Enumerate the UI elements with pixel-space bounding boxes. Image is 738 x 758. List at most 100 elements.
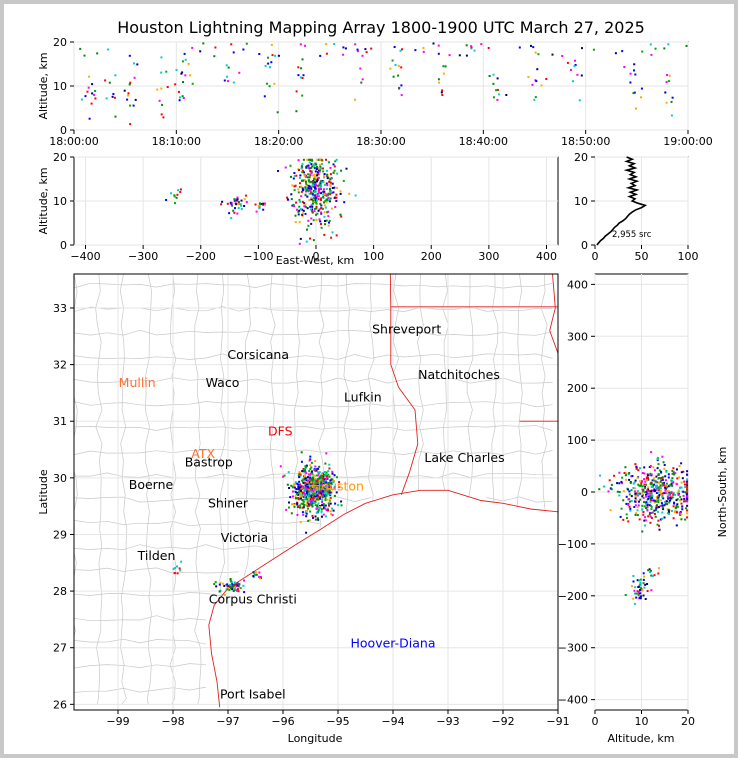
ew-height-source	[262, 208, 265, 211]
ns-height-source	[683, 480, 686, 483]
ns-height-source	[680, 498, 683, 501]
plan-view-source	[310, 461, 313, 464]
time-height-source	[393, 46, 396, 48]
ns-height-source	[643, 586, 646, 589]
county-line	[74, 567, 240, 574]
time-height-source	[88, 117, 91, 120]
time-height-source	[399, 49, 402, 52]
time-height-source	[107, 48, 110, 51]
plan-view-source	[311, 491, 313, 494]
plan-view-source	[299, 475, 302, 478]
ns-height-source	[641, 508, 644, 511]
time-height-source	[304, 44, 306, 47]
time-height-source	[551, 53, 554, 56]
ew-height-source	[298, 205, 301, 208]
time-height-source	[160, 113, 163, 116]
ew-height-source	[324, 199, 327, 202]
ew-height-source	[302, 209, 305, 212]
plan-view-source	[314, 474, 317, 477]
county-line	[74, 329, 553, 336]
ns-height-source	[647, 477, 649, 479]
plan-view-source	[316, 483, 319, 486]
ns-height-source	[659, 487, 662, 490]
ew-height-source	[286, 196, 289, 199]
time-height-source	[665, 101, 668, 104]
county-line	[270, 274, 276, 560]
plan-view-source	[279, 465, 282, 468]
plan-view-source	[293, 503, 296, 505]
plan-view-source	[315, 474, 318, 477]
ns-height-source	[674, 493, 676, 496]
plan-view-source	[324, 471, 326, 473]
ew-height-source	[298, 169, 300, 171]
ns-height-source	[636, 509, 639, 512]
altitude-axis-tick-label: 20	[53, 151, 67, 164]
altitude-axis-tick-label: 0	[581, 239, 588, 252]
ns-height-source	[644, 524, 647, 527]
plan-view-source	[314, 490, 317, 493]
ns-axis-tick-label: −100	[558, 538, 588, 551]
ew-height-source	[327, 224, 330, 227]
ns-height-source	[665, 482, 668, 485]
ew-height-source	[307, 219, 310, 222]
plan-view-source	[317, 467, 320, 470]
ew-height-source	[235, 199, 238, 202]
plan-view-source	[329, 502, 332, 505]
ew-height-source	[319, 165, 322, 168]
city-label: Corsicana	[227, 347, 289, 362]
time-height-source	[458, 54, 461, 57]
ns-height-source	[686, 478, 689, 481]
plan-view-source	[300, 451, 303, 454]
plan-view-source	[322, 488, 325, 491]
ns-height-source	[659, 477, 662, 480]
ns-height-source	[628, 472, 631, 474]
ns-height-source	[649, 512, 652, 514]
ns-height-source	[634, 490, 637, 493]
ew-height-source	[304, 175, 307, 178]
time-height-source	[437, 44, 440, 47]
ew-height-source	[262, 202, 265, 205]
ew-height-source	[306, 158, 309, 161]
ew-height-source	[301, 187, 304, 190]
ns-height-source	[643, 472, 646, 475]
plan-view-source	[298, 473, 301, 476]
plan-view-source	[225, 583, 227, 586]
county-line	[243, 274, 251, 576]
ew-height-source	[340, 169, 343, 172]
ew-height-source	[294, 221, 297, 224]
city-label: Hoover-Diana	[351, 636, 436, 651]
ns-height-source	[649, 492, 652, 495]
time-height-source	[361, 78, 364, 81]
ew-height-source	[331, 187, 334, 189]
time-height-source	[84, 95, 87, 98]
ew-height-source	[304, 203, 307, 206]
ew-height-source	[323, 173, 326, 175]
plan-view-source	[234, 583, 237, 586]
ns-height-source	[658, 469, 661, 472]
plan-view-source	[301, 494, 304, 497]
plan-view-source	[301, 470, 304, 472]
plan-view-source	[326, 475, 328, 478]
ns-height-source	[652, 466, 655, 469]
ns-axis-tick-label: 200	[567, 382, 588, 395]
ns-height-source	[650, 451, 653, 454]
plan-view-source	[300, 460, 303, 463]
plan-view-source	[322, 513, 325, 516]
ns-height-source	[655, 500, 658, 503]
ew-height-source	[304, 187, 307, 190]
plan-view-source	[316, 507, 319, 510]
ns-height-source	[646, 492, 648, 495]
ns-height-source	[686, 498, 689, 501]
ns-height-source	[680, 471, 683, 474]
ew-height-source	[307, 187, 310, 190]
ns-height-source	[681, 477, 684, 480]
ns-height-source	[663, 484, 666, 487]
ns-height-source	[648, 504, 651, 507]
ns-height-source	[645, 501, 648, 504]
time-height-source	[487, 47, 490, 49]
plan-view-source	[307, 519, 310, 522]
county-line	[74, 686, 207, 693]
county-lines	[74, 274, 553, 705]
